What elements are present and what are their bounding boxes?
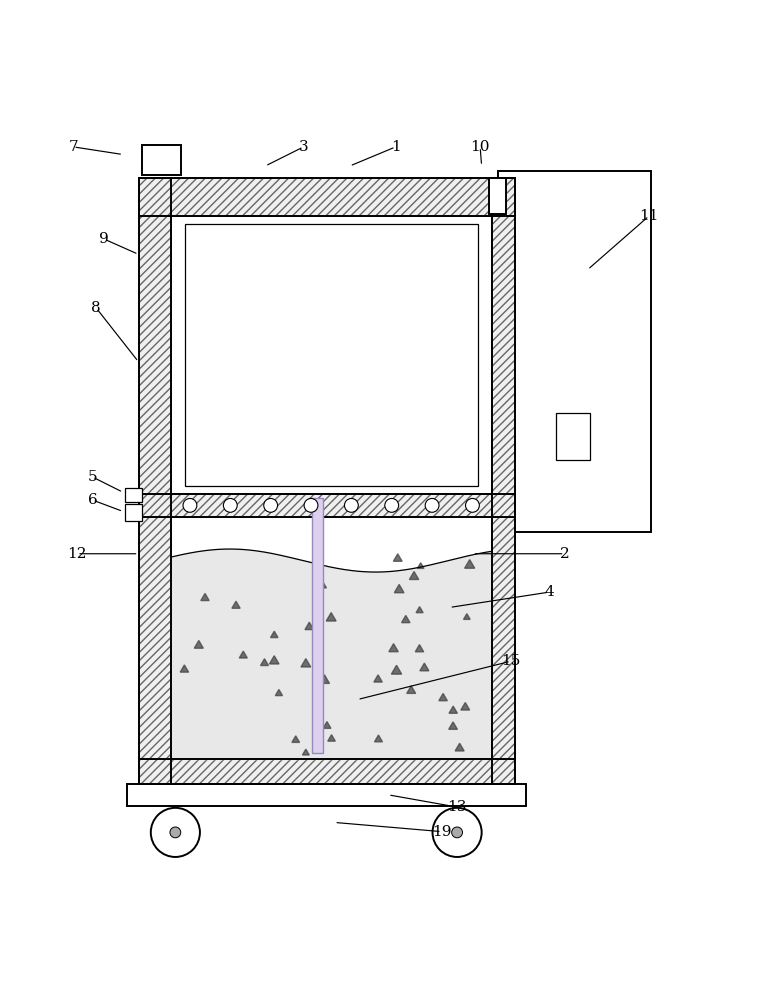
Text: 6: 6 [88, 493, 97, 507]
Polygon shape [232, 601, 240, 608]
Bar [138, 494, 514, 517]
Polygon shape [389, 644, 398, 652]
Bar [492, 178, 514, 784]
Bar [138, 178, 171, 784]
Bar [138, 759, 514, 784]
Bar [171, 216, 492, 494]
Bar [312, 498, 324, 753]
Text: 11: 11 [639, 209, 659, 223]
Text: 12: 12 [68, 547, 87, 561]
Text: 3: 3 [299, 140, 308, 154]
Bar [185, 224, 478, 486]
Polygon shape [374, 675, 383, 682]
Polygon shape [320, 675, 330, 683]
Circle shape [466, 498, 480, 512]
Polygon shape [375, 735, 383, 742]
Text: 7: 7 [68, 140, 78, 154]
Polygon shape [301, 659, 310, 667]
Polygon shape [394, 584, 404, 593]
Bar [125, 488, 141, 502]
Polygon shape [323, 722, 331, 728]
Polygon shape [194, 640, 203, 648]
Circle shape [223, 498, 237, 512]
Text: 8: 8 [92, 301, 101, 315]
Bar [497, 171, 651, 532]
Bar [138, 494, 514, 517]
Polygon shape [303, 749, 310, 755]
Text: 19: 19 [432, 825, 452, 839]
Text: 1: 1 [391, 140, 400, 154]
Polygon shape [327, 735, 335, 741]
Polygon shape [449, 722, 457, 729]
Polygon shape [416, 607, 423, 613]
Polygon shape [391, 665, 402, 674]
Bar [490, 178, 506, 214]
Polygon shape [271, 631, 278, 638]
Polygon shape [393, 554, 402, 561]
Bar [138, 759, 514, 784]
Polygon shape [269, 656, 279, 664]
Polygon shape [201, 593, 210, 601]
Circle shape [452, 827, 462, 838]
Bar [138, 178, 171, 784]
Bar [127, 784, 526, 806]
Circle shape [425, 498, 439, 512]
Circle shape [385, 498, 399, 512]
Text: 10: 10 [470, 140, 490, 154]
Polygon shape [455, 743, 464, 751]
Polygon shape [417, 563, 424, 568]
Text: 9: 9 [99, 232, 109, 246]
Text: 13: 13 [448, 800, 467, 814]
Bar [138, 178, 514, 216]
Text: 5: 5 [88, 470, 97, 484]
Polygon shape [305, 622, 314, 630]
Polygon shape [465, 560, 475, 568]
Polygon shape [439, 693, 447, 701]
Circle shape [345, 498, 359, 512]
Bar [125, 504, 141, 521]
Circle shape [170, 827, 181, 838]
Polygon shape [410, 571, 419, 580]
Polygon shape [461, 702, 469, 710]
Polygon shape [180, 665, 189, 672]
Text: 4: 4 [544, 585, 554, 599]
Circle shape [432, 808, 482, 857]
Circle shape [151, 808, 200, 857]
Polygon shape [449, 706, 457, 713]
Polygon shape [261, 659, 268, 666]
Bar [141, 145, 182, 175]
Circle shape [304, 498, 318, 512]
Polygon shape [275, 689, 282, 696]
Text: 2: 2 [559, 547, 570, 561]
Circle shape [183, 498, 197, 512]
Bar [171, 517, 492, 759]
Bar [492, 178, 514, 784]
Polygon shape [292, 736, 300, 742]
Bar [138, 178, 514, 216]
Polygon shape [415, 645, 424, 652]
Polygon shape [420, 663, 429, 671]
Bar [556, 413, 590, 460]
Polygon shape [171, 549, 492, 759]
Text: 15: 15 [501, 654, 521, 668]
Polygon shape [401, 615, 410, 623]
Polygon shape [407, 686, 416, 693]
Polygon shape [320, 582, 327, 588]
Circle shape [264, 498, 278, 512]
Polygon shape [239, 651, 248, 658]
Polygon shape [463, 614, 470, 619]
Polygon shape [326, 613, 336, 621]
